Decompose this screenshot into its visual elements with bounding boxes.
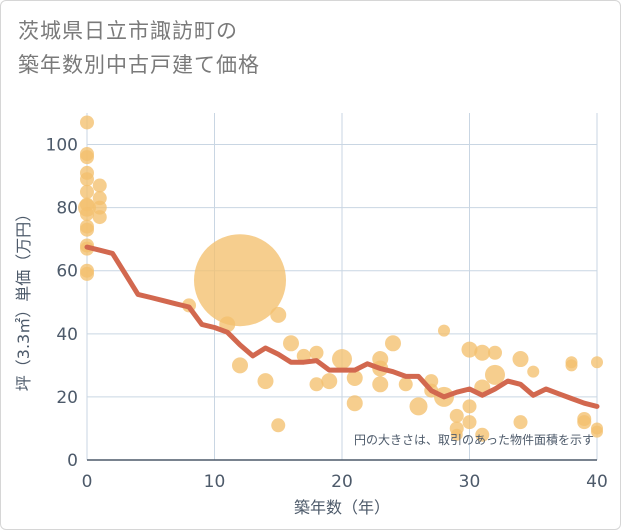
x-tick-label: 40: [586, 472, 608, 492]
trend-line: [84, 244, 600, 409]
bubble-point: [462, 415, 477, 430]
y-tick-label: 40: [56, 325, 78, 345]
y-tick-label: 20: [56, 388, 78, 408]
bubble-point: [283, 335, 299, 352]
bubble-point: [92, 178, 107, 193]
bubble-point: [80, 115, 94, 130]
bubble-point: [80, 206, 94, 221]
bubble-point: [591, 425, 603, 438]
bubble-point: [232, 357, 248, 374]
bubble-point: [80, 266, 94, 281]
bubble-point: [270, 306, 287, 323]
bubble-point: [485, 364, 505, 385]
bubble-point: [565, 359, 578, 372]
x-tick-label: 10: [204, 472, 226, 492]
bubble-point: [332, 349, 352, 370]
bubble-point: [461, 341, 478, 358]
x-axis-label: 築年数（年）: [294, 498, 390, 517]
bubble-series: [78, 115, 603, 442]
y-tick-label: 0: [67, 451, 78, 471]
bubble-point: [194, 234, 286, 327]
bubble-point: [372, 376, 389, 393]
bubble-point: [409, 397, 428, 416]
bubble-point: [591, 356, 603, 369]
bubble-point: [321, 373, 338, 390]
bubble-point: [488, 345, 502, 360]
bubble-point: [577, 415, 592, 430]
grid-lines: [86, 113, 598, 460]
bubble-point: [309, 345, 324, 360]
y-tick-label: 60: [56, 262, 78, 282]
bubble-point: [450, 428, 463, 441]
y-tick-label: 80: [56, 199, 78, 219]
bubble-point: [271, 418, 286, 433]
bubble-point: [475, 427, 490, 442]
bubble-point: [527, 365, 540, 378]
x-tick-label: 20: [331, 472, 353, 492]
bubble-point: [398, 377, 413, 392]
bubble-point: [346, 369, 363, 386]
chart-title-line-1: 茨城県日立市諏訪町の: [18, 19, 238, 43]
bubble-point: [80, 222, 94, 237]
bubble-point: [346, 395, 363, 412]
size-legend-note: 円の大きさは、取引のあった物件面積を示す: [354, 432, 594, 447]
y-tick-label: 100: [46, 136, 78, 156]
x-tick-labels: 0 10 20 30 40: [82, 472, 608, 492]
bubble-point: [462, 399, 477, 414]
chart-title: 茨城県日立市諏訪町の 築年数別中古戸建て価格: [18, 14, 260, 82]
bubble-point: [80, 184, 94, 199]
x-tick-label: 30: [459, 472, 481, 492]
bubble-point: [80, 150, 94, 165]
bubble-point: [309, 377, 324, 392]
bubble-point: [80, 172, 94, 187]
bubble-point: [512, 351, 529, 368]
bubble-point: [385, 335, 401, 352]
bubble-point: [92, 210, 107, 225]
y-tick-labels: 0 20 40 60 80 100: [46, 136, 78, 471]
x-tick-label: 0: [82, 472, 93, 492]
bubble-point: [257, 373, 274, 390]
bubble-point: [449, 408, 464, 423]
bubble-point: [438, 324, 450, 337]
y-axis-label: 坪（3.3㎡）単価（万円）: [14, 206, 33, 391]
bubble-point: [474, 344, 491, 361]
bubble-point: [513, 415, 528, 430]
chart-title-line-2: 築年数別中古戸建て価格: [18, 53, 260, 77]
